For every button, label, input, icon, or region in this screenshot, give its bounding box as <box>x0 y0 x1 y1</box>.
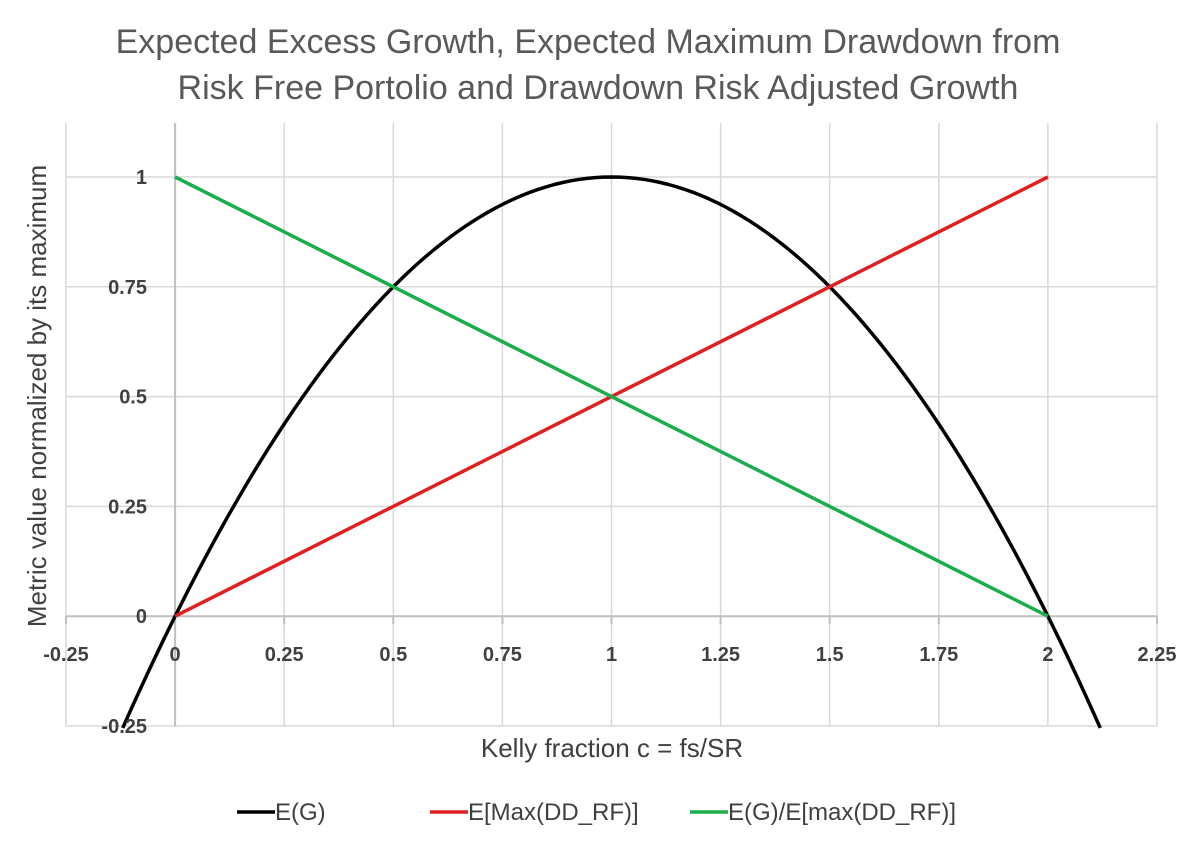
legend-label: E(G)/E[max(DD_RF)] <box>728 799 956 826</box>
y-tick-label: 1 <box>136 167 147 189</box>
x-tick-label: 0.75 <box>483 644 522 666</box>
axes <box>65 123 1158 726</box>
x-tick-label: 1.25 <box>701 644 740 666</box>
y-tick-label: 0.5 <box>119 387 147 409</box>
x-tick-labels: -0.25 0 0.25 0.5 0.75 1 1.25 1.5 1.75 2 2.25 <box>43 644 1176 666</box>
series-line-1 <box>121 175 1102 729</box>
x-tick-label: 1 <box>606 644 617 666</box>
y-tick-label: -0.25 <box>101 716 147 738</box>
x-tick-label: 0.5 <box>379 644 407 666</box>
series-line-3 <box>174 175 1049 618</box>
x-tick-label: 1.75 <box>919 644 958 666</box>
legend-label: E(G) <box>275 799 326 826</box>
x-tick-label: 1.5 <box>816 644 844 666</box>
x-tick-label: 0.25 <box>265 644 304 666</box>
y-tick-label: 0.25 <box>108 496 147 518</box>
x-tick-label: 0 <box>170 644 181 666</box>
x-tick-label: 2.25 <box>1138 644 1177 666</box>
legend: E(G) E[Max(DD_RF)] E(G)/E[max(DD_RF)] <box>237 799 956 826</box>
y-tick-label: 0.75 <box>108 277 147 299</box>
chart-title: Expected Excess Growth, Expected Maximum… <box>116 23 1061 107</box>
y-axis-title: Metric value normalized by its maximum <box>22 165 52 627</box>
chart-title-line-1: Expected Excess Growth, Expected Maximum… <box>116 23 1061 61</box>
series-group <box>121 175 1102 729</box>
y-tick-label: 0 <box>136 606 147 628</box>
chart-title-line-2: Risk Free Portolio and Drawdown Risk Adj… <box>178 69 1019 107</box>
x-axis-title: Kelly fraction c = fs/SR <box>481 733 743 763</box>
x-tick-label: 2 <box>1042 644 1053 666</box>
gridlines <box>65 123 1158 727</box>
legend-label: E[Max(DD_RF)] <box>468 799 639 826</box>
y-tick-labels: -0.25 0 0.25 0.5 0.75 1 <box>101 167 147 738</box>
x-tick-label: -0.25 <box>43 644 89 666</box>
